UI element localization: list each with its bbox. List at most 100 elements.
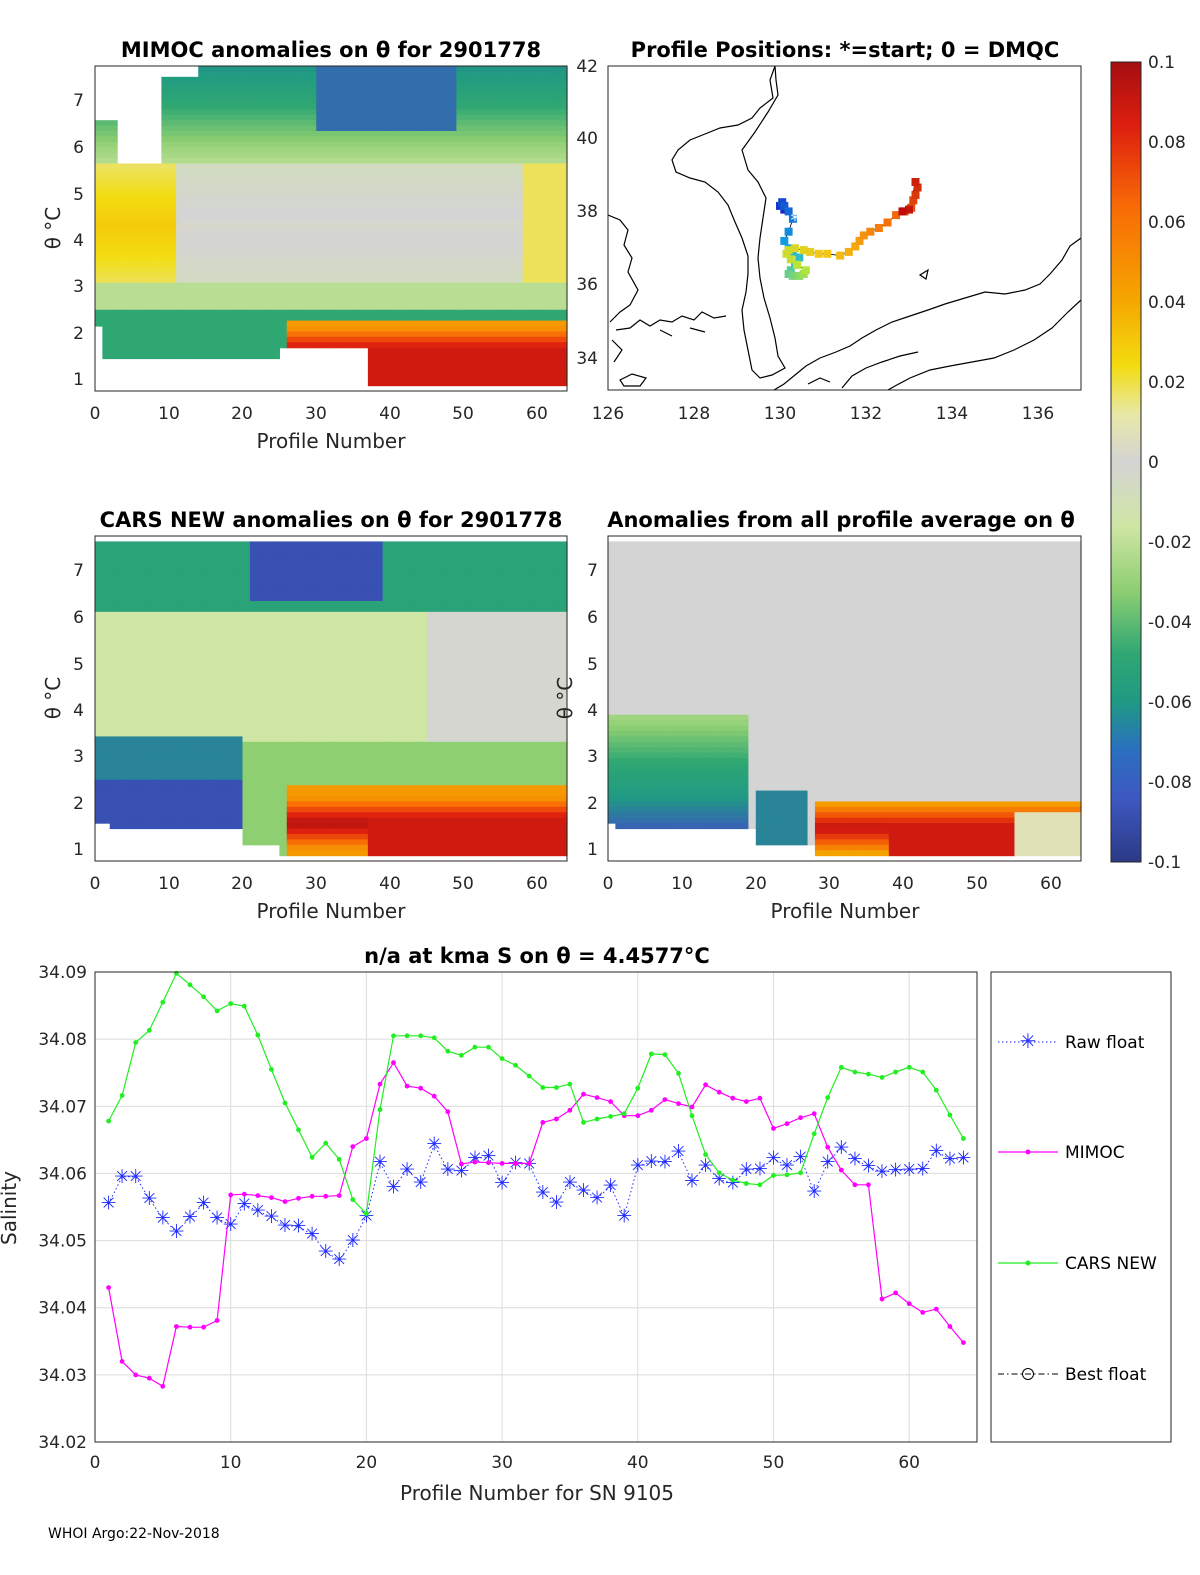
heatmap-cell (434, 179, 443, 186)
heatmap-cell (131, 703, 140, 710)
heatmap-cell (220, 557, 229, 564)
heatmap-cell (257, 66, 266, 73)
heatmap-cell (485, 152, 494, 159)
heatmap-cell (331, 277, 339, 284)
heatmap-cell (235, 812, 244, 819)
heatmap-cell (249, 633, 258, 640)
heatmap-cell (95, 298, 103, 305)
heatmap-cell (220, 698, 229, 705)
heatmap-cell (308, 141, 317, 148)
heatmap-cell (434, 347, 443, 354)
heatmap-cell (537, 282, 546, 289)
heatmap-cell (286, 293, 295, 300)
heatmap-cell (390, 282, 398, 289)
heatmap-cell (190, 277, 199, 284)
heatmap-cell (331, 93, 339, 100)
heatmap-cell (190, 622, 199, 629)
heatmap-cell (264, 266, 273, 273)
heatmap-cell (515, 326, 524, 333)
heatmap-cell (235, 336, 244, 343)
heatmap-cell (190, 666, 199, 673)
heatmap-cell (146, 282, 155, 289)
heatmap-cell (463, 228, 472, 235)
heatmap-cell (441, 271, 450, 278)
heatmap-cell (301, 168, 310, 175)
heatmap-cell (279, 617, 288, 624)
heatmap-cell (294, 638, 303, 645)
heatmap-cell (117, 595, 126, 602)
heatmap-cell (434, 271, 443, 278)
heatmap-cell (124, 579, 133, 586)
heatmap-cell (242, 595, 251, 602)
heatmap-cell (139, 239, 148, 246)
heatmap-cell (286, 573, 295, 580)
heatmap-cell (220, 71, 229, 78)
heatmap-cell (161, 595, 170, 602)
heatmap-cell (168, 617, 177, 624)
heatmap-cell (131, 309, 140, 316)
heatmap-cell (404, 255, 413, 262)
heatmap-cell (102, 131, 111, 138)
heatmap-cell (109, 601, 118, 608)
heatmap-cell (154, 763, 162, 770)
heatmap-cell (235, 573, 244, 580)
heatmap-cell (249, 336, 258, 343)
heatmap-cell (294, 304, 303, 311)
heatmap-cell (360, 147, 369, 154)
korea-coastline (671, 65, 786, 379)
heatmap-cell (449, 71, 457, 78)
heatmap-cell (419, 261, 428, 268)
heatmap-cell (375, 98, 384, 105)
heatmap-cell (544, 168, 553, 175)
heatmap-cell (323, 125, 332, 132)
heatmap-cell (176, 315, 185, 322)
heatmap-cell (345, 212, 354, 219)
heatmap-cell (537, 369, 546, 376)
heatmap-cell (242, 250, 251, 257)
heatmap-cell (183, 796, 192, 803)
heatmap-cell (493, 239, 502, 246)
heatmap-cell (426, 228, 435, 235)
heatmap-cell (382, 336, 391, 343)
heatmap-cell (272, 206, 280, 213)
heatmap-cell (257, 293, 266, 300)
heatmap-cell (441, 298, 450, 305)
heatmap-cell (345, 98, 354, 105)
heatmap-cell (190, 109, 199, 116)
heatmap-cell (515, 141, 524, 148)
heatmap-cell (257, 817, 266, 824)
heatmap-cell (530, 282, 539, 289)
heatmap-cell (345, 174, 354, 181)
heatmap-cell (161, 109, 170, 116)
heatmap-cell (102, 174, 111, 181)
heatmap-cell (124, 179, 133, 186)
heatmap-cell (220, 720, 229, 727)
heatmap-cell (338, 136, 347, 143)
heatmap-cell (515, 347, 524, 354)
heatmap-cell (183, 342, 192, 349)
heatmap-cell (323, 71, 332, 78)
heatmap-cell (345, 244, 354, 251)
heatmap-cell (220, 779, 229, 786)
heatmap-cell (264, 93, 273, 100)
heatmap-cell (190, 752, 199, 759)
heatmap-cell (139, 768, 148, 775)
heatmap-cell (264, 326, 273, 333)
heatmap-cell (279, 633, 288, 640)
heatmap-cell (323, 288, 332, 295)
heatmap-cell (190, 671, 199, 678)
heatmap-cell (242, 136, 251, 143)
heatmap-cell (434, 131, 443, 138)
heatmap-cell (375, 244, 384, 251)
heatmap-cell (102, 315, 111, 322)
heatmap-cell (213, 823, 221, 830)
heatmap-cell (205, 201, 214, 208)
heatmap-cell (131, 595, 140, 602)
heatmap-cell (316, 168, 325, 175)
heatmap-cell (102, 611, 111, 618)
heatmap-cell (522, 288, 531, 295)
heatmap-cell (294, 136, 303, 143)
heatmap-cell (279, 239, 288, 246)
heatmap-cell (279, 768, 288, 775)
heatmap-cell (515, 239, 524, 246)
